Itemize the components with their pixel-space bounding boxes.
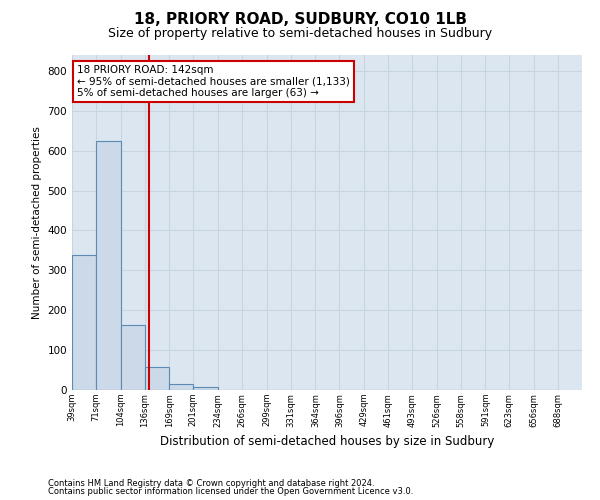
- Text: Size of property relative to semi-detached houses in Sudbury: Size of property relative to semi-detach…: [108, 28, 492, 40]
- Text: 18, PRIORY ROAD, SUDBURY, CO10 1LB: 18, PRIORY ROAD, SUDBURY, CO10 1LB: [133, 12, 467, 28]
- Text: Contains public sector information licensed under the Open Government Licence v3: Contains public sector information licen…: [48, 487, 413, 496]
- Text: 18 PRIORY ROAD: 142sqm
← 95% of semi-detached houses are smaller (1,133)
5% of s: 18 PRIORY ROAD: 142sqm ← 95% of semi-det…: [77, 65, 350, 98]
- Bar: [72, 255, 96, 390]
- Y-axis label: Number of semi-detached properties: Number of semi-detached properties: [32, 126, 42, 319]
- Bar: [169, 384, 193, 390]
- Bar: [121, 326, 145, 390]
- Bar: [145, 367, 169, 390]
- X-axis label: Distribution of semi-detached houses by size in Sudbury: Distribution of semi-detached houses by …: [160, 435, 494, 448]
- Bar: [96, 140, 121, 390]
- Text: Contains HM Land Registry data © Crown copyright and database right 2024.: Contains HM Land Registry data © Crown c…: [48, 478, 374, 488]
- Bar: [193, 387, 218, 390]
